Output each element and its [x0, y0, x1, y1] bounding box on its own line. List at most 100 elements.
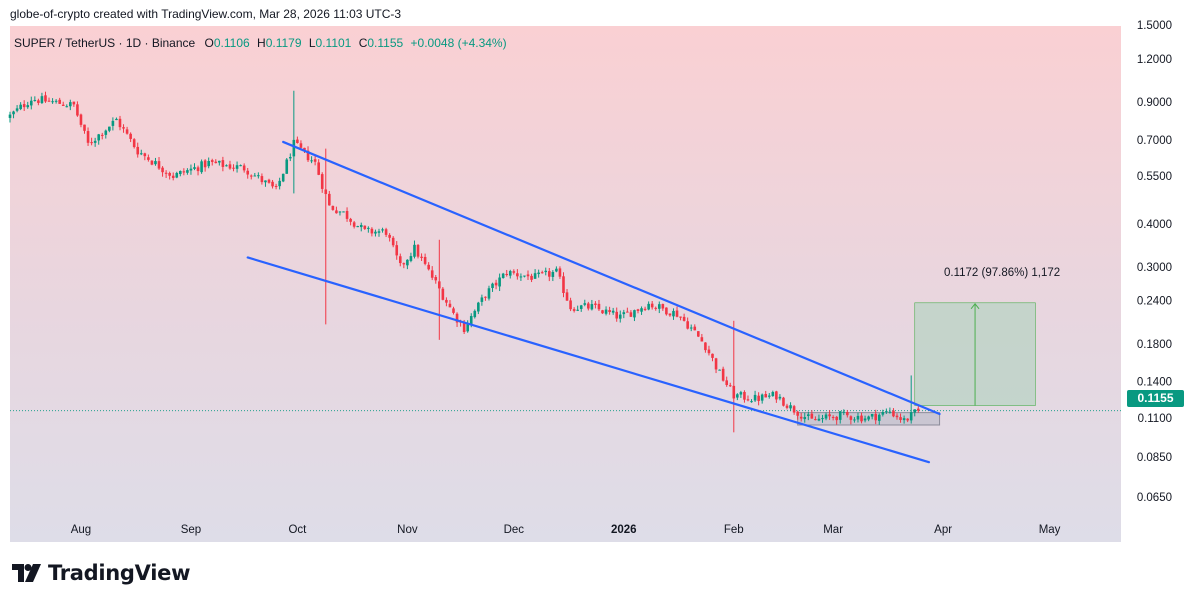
candle-body: [370, 228, 374, 234]
candle: [498, 273, 501, 292]
candle: [477, 301, 480, 315]
x-axis-tick-label: Feb: [724, 524, 744, 536]
candle: [143, 152, 147, 161]
candle-body: [69, 102, 72, 107]
candle: [562, 272, 565, 298]
x-axis-tick-label: Aug: [71, 524, 91, 536]
candle-body: [196, 167, 200, 172]
candle-body: [799, 416, 803, 419]
candle-body: [182, 171, 186, 173]
candle-body: [697, 331, 700, 337]
candle-body: [8, 114, 12, 118]
candle-body: [579, 305, 583, 309]
candle-body: [93, 140, 97, 143]
candle: [313, 155, 317, 166]
candle-body: [725, 380, 728, 385]
tradingview-logo[interactable]: TradingView: [12, 560, 190, 586]
candle: [132, 138, 136, 149]
candle-body: [736, 394, 739, 398]
candle: [239, 164, 242, 167]
candle: [104, 129, 108, 139]
candle: [654, 306, 658, 311]
y-axis-tick-label: 0.0850: [1137, 452, 1172, 464]
candle-body: [413, 244, 416, 257]
candle-body: [79, 114, 83, 125]
candle-body: [139, 153, 143, 155]
candle-body: [168, 172, 171, 176]
candle-body: [306, 150, 310, 161]
candle-body: [771, 391, 775, 397]
candle: [682, 313, 686, 322]
candle: [487, 285, 491, 301]
candle-body: [108, 126, 111, 131]
y-axis-tick-label: 0.4000: [1137, 219, 1172, 231]
y-axis-tick-label: 0.0650: [1137, 492, 1172, 504]
candle: [718, 369, 721, 371]
candle: [118, 115, 122, 131]
candle-body: [838, 411, 842, 420]
candle: [249, 174, 253, 180]
candle: [885, 408, 888, 414]
candle-body: [434, 277, 438, 281]
candle: [853, 417, 856, 423]
candle: [413, 240, 416, 259]
candle-body: [916, 408, 920, 411]
candle: [296, 136, 299, 144]
candle-body: [679, 316, 682, 318]
candle-body: [626, 311, 629, 313]
candle-body: [505, 273, 509, 276]
candle-body: [789, 405, 792, 409]
candle-body: [225, 165, 228, 167]
candle-body: [86, 131, 90, 143]
candle-body: [452, 308, 455, 313]
candle: [565, 289, 569, 301]
candle-body: [455, 313, 459, 323]
candle: [902, 415, 906, 424]
candle-body: [860, 415, 863, 422]
candle: [115, 117, 118, 121]
candle: [69, 99, 72, 111]
candle-body: [611, 310, 615, 313]
candle-body: [721, 368, 725, 381]
candle: [40, 92, 44, 105]
candle-body: [324, 189, 328, 195]
candle-body: [207, 161, 210, 167]
candle-body: [218, 160, 221, 163]
candle: [814, 416, 817, 421]
candle: [523, 275, 526, 278]
candle-body: [352, 222, 356, 227]
trendline-lower: [246, 256, 931, 464]
candle-body: [909, 412, 913, 421]
candle: [175, 171, 179, 179]
candle-body: [374, 231, 377, 234]
candle-body: [739, 392, 743, 395]
candle-body: [331, 205, 335, 210]
legend-close-value: 0.1155: [367, 36, 403, 50]
candle-body: [576, 309, 579, 311]
candle-body: [512, 271, 516, 273]
candle: [260, 173, 264, 185]
candle-body: [253, 175, 257, 177]
candle-body: [83, 124, 86, 131]
candle-body: [842, 411, 846, 413]
candle: [384, 227, 388, 238]
candle: [618, 310, 622, 323]
candle: [157, 157, 161, 170]
candle: [338, 211, 342, 216]
candle-body: [473, 310, 477, 318]
candle-body: [409, 256, 413, 261]
candle-body: [686, 321, 689, 329]
measure-label: 0.1172 (97.86%) 1,172: [944, 267, 1060, 279]
candle-body: [494, 282, 498, 286]
candle-body: [171, 175, 175, 178]
candle-body: [711, 353, 714, 358]
candle: [544, 267, 548, 276]
candle: [274, 183, 278, 190]
candle: [611, 307, 615, 315]
candle: [622, 309, 626, 319]
candle-body: [540, 272, 544, 274]
candle-body: [395, 245, 399, 256]
candle-body: [913, 409, 917, 413]
candle-body: [104, 130, 108, 135]
